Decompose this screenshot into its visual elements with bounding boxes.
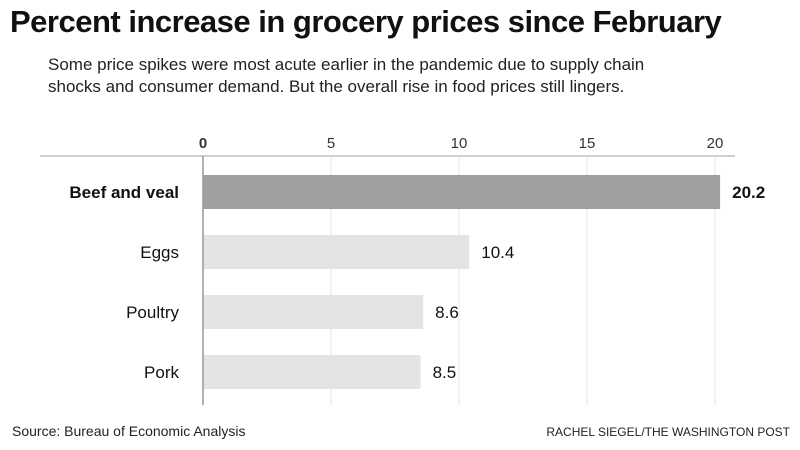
bar — [203, 355, 421, 389]
category-label: Beef and veal — [69, 183, 179, 202]
x-tick-label: 15 — [579, 135, 596, 152]
bar — [203, 295, 424, 329]
x-tick-label: 0 — [199, 135, 207, 152]
credit: RACHEL SIEGEL/THE WASHINGTON POST — [546, 425, 790, 439]
chart-subtitle: Some price spikes were most acute earlie… — [48, 55, 645, 96]
bar — [203, 235, 470, 269]
x-tick-label: 10 — [451, 135, 468, 152]
source-note: Source: Bureau of Economic Analysis — [12, 423, 246, 439]
data-label: 10.4 — [481, 243, 514, 262]
category-label: Eggs — [140, 243, 179, 262]
category-label: Pork — [144, 363, 179, 382]
data-label: 8.6 — [435, 303, 459, 322]
x-tick-label: 20 — [707, 135, 724, 152]
data-label: 8.5 — [433, 363, 457, 382]
data-label: 20.2 — [732, 183, 765, 202]
x-tick-label: 5 — [327, 135, 335, 152]
category-label: Poultry — [126, 303, 179, 322]
chart-title: Percent increase in grocery prices since… — [10, 4, 722, 39]
bar — [203, 175, 721, 209]
